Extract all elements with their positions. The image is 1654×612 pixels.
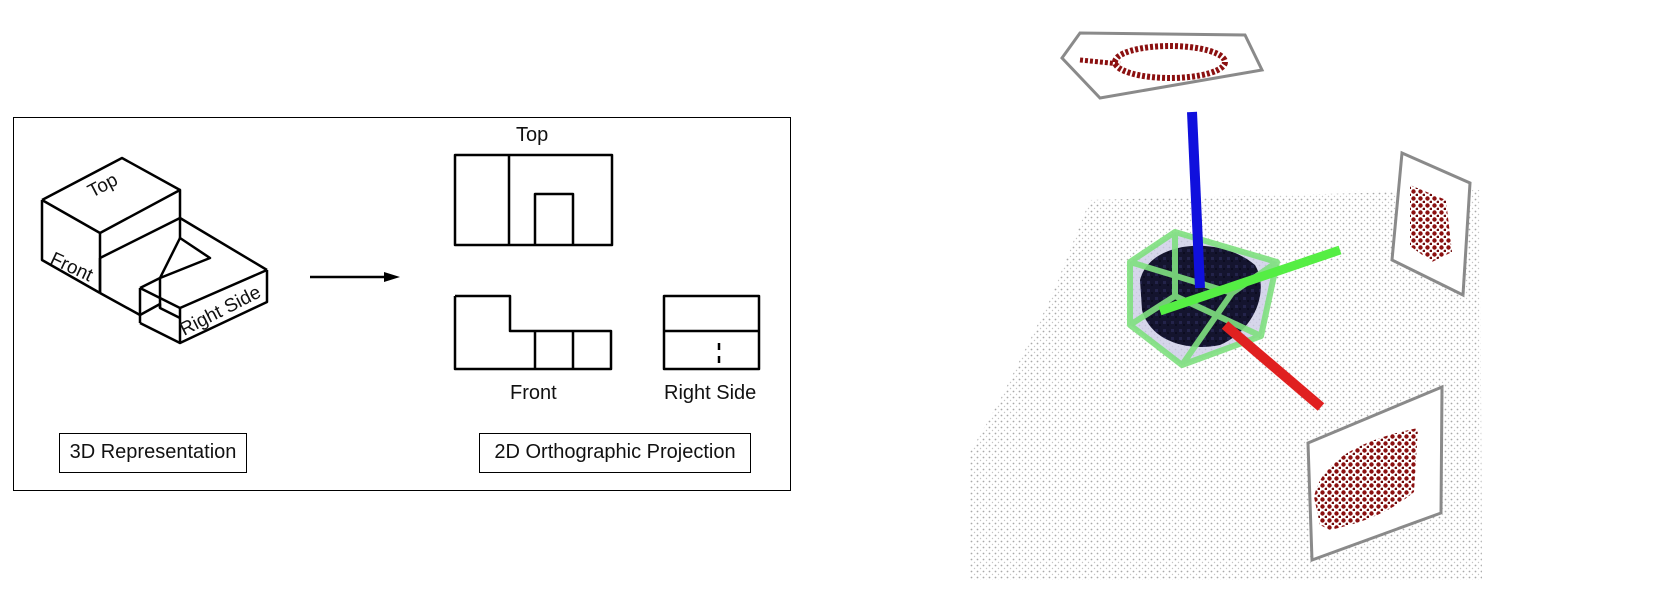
view-label-top: Top [516, 124, 549, 146]
arrow-head-icon [384, 272, 400, 282]
x-axis-line [1221, 321, 1325, 411]
caption-2d-orthographic-projection: 2D Orthographic Projection [479, 433, 751, 473]
caption-3d-representation: 3D Representation [59, 433, 247, 473]
view-label-right-side: Right Side [664, 382, 757, 404]
projection-diagram-panel: Top Front Right Side Top Front Right Sid… [13, 117, 791, 491]
side-projection-plane [1390, 150, 1472, 298]
point-cloud-scene [970, 31, 1482, 580]
top-view-drawing [453, 153, 614, 247]
front-projection-plane [1306, 384, 1444, 563]
projection-diagram-drawing: Top Front Right Side [40, 153, 761, 371]
right-side-view-drawing [662, 294, 761, 371]
y-axis-line [1158, 245, 1342, 316]
front-view-drawing [453, 294, 613, 371]
view-label-front: Front [510, 382, 557, 404]
top-projection-plane [1060, 31, 1265, 100]
isometric-object [40, 156, 269, 345]
z-axis-line [1187, 111, 1205, 289]
iso-label-front: Front [47, 248, 97, 286]
